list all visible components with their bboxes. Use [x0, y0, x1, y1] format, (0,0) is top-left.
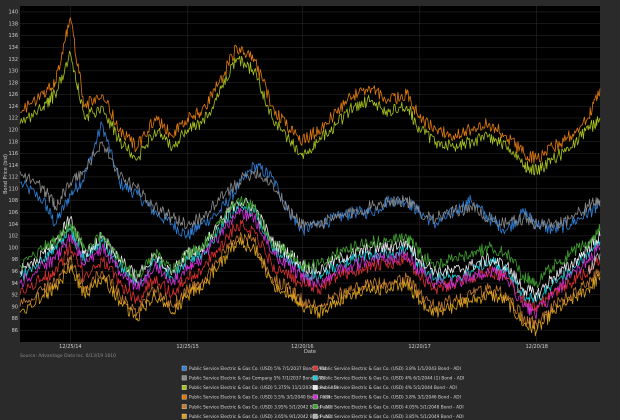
legend-label: Public Service Electric & Gas Co. (USD) … [189, 385, 338, 391]
x-tick-label: 12/25/15 [176, 344, 198, 350]
series-line [19, 206, 601, 319]
legend-label: Public Service Electric & Gas Co. (USD) … [320, 385, 457, 391]
y-tick-label: 122 [8, 116, 18, 122]
legend-swatch [312, 365, 318, 371]
legend-label: Public Service Electric & Gas Co. (USD) … [320, 395, 461, 401]
legend-label: Public Service Electric & Gas Co. (USD) … [320, 366, 461, 372]
legend-swatch [181, 375, 187, 381]
legend-label: Public Service Electric & Gas Co. (USD) … [189, 404, 333, 410]
x-tick-label: 12/25/14 [59, 344, 81, 350]
y-tick-label: 132 [8, 57, 18, 63]
y-tick-label: 106 [8, 210, 18, 216]
y-tick-label: 128 [8, 80, 18, 86]
y-tick-label: 90 [12, 304, 18, 310]
series-line [19, 232, 601, 329]
y-tick-label: 92 [12, 293, 18, 299]
y-tick-label: 102 [8, 234, 18, 240]
series-line [587, 252, 601, 275]
legend-swatch [312, 404, 318, 410]
y-tick-label: 114 [8, 163, 18, 169]
legend-label: Public Service Electric & Gas Co. (USD) … [189, 395, 330, 401]
y-tick-label: 116 [8, 151, 18, 157]
plot-area [20, 6, 600, 342]
y-tick-label: 104 [8, 222, 18, 228]
legend-swatch [181, 404, 187, 410]
y-tick-label: 94 [12, 281, 18, 287]
y-tick-label: 86 [12, 328, 18, 334]
y-tick-label: 110 [8, 186, 18, 192]
series-line [19, 236, 601, 337]
series-layer [19, 17, 601, 337]
series-line [19, 196, 601, 289]
series-line [19, 50, 601, 176]
y-tick-label: 130 [8, 69, 18, 75]
y-tick-label: 112 [8, 175, 18, 181]
x-tick-label: 12/20/18 [525, 344, 547, 350]
legend-swatch [312, 385, 318, 390]
legend-label: Public Service Electric & Gas Company 5%… [189, 376, 325, 382]
x-tick-label: 12/20/17 [408, 344, 430, 350]
y-tick-label: 138 [8, 21, 18, 27]
y-tick-label: 124 [8, 104, 18, 110]
x-axis-title: Date [304, 349, 316, 355]
y-tick-label: 88 [12, 316, 18, 322]
axis-layer: 86 88 90 92 94 96 98 100 102 104 106 108 110 112 114 11… [8, 10, 548, 350]
series-line [19, 197, 601, 301]
y-tick-label: 108 [8, 198, 18, 204]
y-tick-label: 118 [8, 139, 18, 145]
x-tick-label: 12/20/16 [291, 344, 313, 350]
legend-swatch [181, 413, 187, 419]
legend-label: Public Service Electric & Gas Co. (USD) … [320, 404, 464, 410]
legend: Public Service Electric & Gas Co. (USD) … [181, 365, 464, 420]
legend-swatch [181, 394, 187, 400]
series-line [19, 141, 601, 231]
y-axis-title: Bond Price (bid) [3, 154, 9, 194]
y-tick-label: 134 [8, 45, 18, 51]
legend-swatch [312, 413, 318, 419]
legend-label: Public Service Electric & Gas Co. (USD) … [189, 366, 326, 372]
legend-swatch [312, 394, 318, 400]
y-tick-label: 120 [8, 127, 18, 133]
legend-swatch [181, 385, 187, 390]
y-tick-label: 140 [8, 10, 18, 16]
legend-label: Public Service Electric & Gas Co. (USD) … [320, 414, 464, 420]
legend-swatch [312, 375, 318, 381]
y-tick-label: 96 [12, 269, 18, 275]
series-line [19, 219, 601, 313]
y-tick-label: 100 [8, 245, 18, 251]
legend-label: Public Service Electric & Gas Co. (USD) … [189, 414, 333, 420]
series-line [19, 201, 601, 304]
y-tick-label: 126 [8, 92, 18, 98]
y-tick-label: 136 [8, 33, 18, 39]
y-tick-label: 98 [12, 257, 18, 263]
legend-label: Public Service Electric & Gas Co. (USD) … [320, 376, 464, 382]
legend-swatch [181, 365, 187, 371]
source-note: Source: Advantage Data Inc. 6/13/19 1610 [20, 353, 116, 359]
series-line [19, 17, 601, 164]
